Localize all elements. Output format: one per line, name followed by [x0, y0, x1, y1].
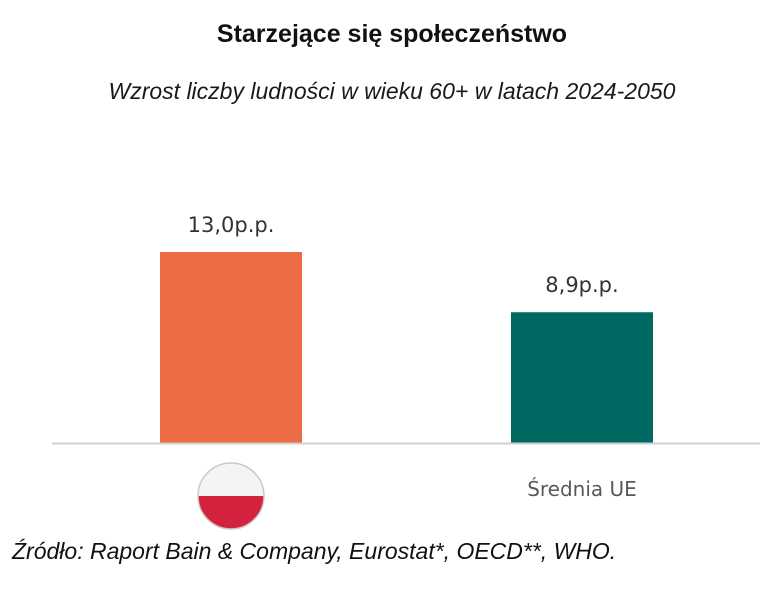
- data-label-1: 13,0p.p.: [188, 213, 275, 237]
- bar-1: [160, 252, 302, 443]
- source-note: Źródło: Raport Bain & Company, Eurostat*…: [12, 538, 617, 564]
- poland-flag-icon: [197, 462, 265, 530]
- chart-subtitle: Wzrost liczby ludności w wieku 60+ w lat…: [108, 78, 676, 104]
- bar-2: [511, 312, 653, 443]
- chart-title: Starzejące się społeczeństwo: [216, 20, 568, 48]
- data-label-2: 8,9p.p.: [545, 273, 618, 297]
- category-label-2: Średnia UE: [527, 477, 637, 501]
